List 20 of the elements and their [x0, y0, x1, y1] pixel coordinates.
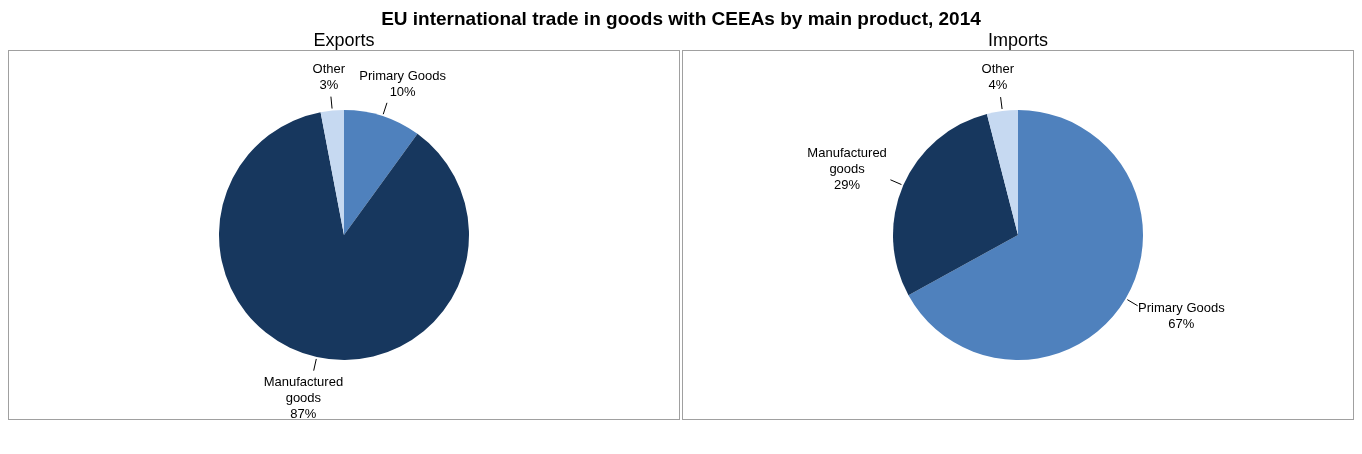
data-label: 29% — [834, 176, 861, 192]
chart-subtitle: Imports — [987, 30, 1049, 50]
pie-slice — [320, 110, 344, 235]
slice-label: Manufactured goods — [807, 144, 887, 176]
data-label: 4% — [988, 77, 1008, 93]
pie-slice — [344, 110, 418, 235]
slice-label: Other — [981, 61, 1015, 77]
data-label: 3% — [319, 76, 339, 92]
data-label: 87% — [290, 405, 317, 421]
slice-label: Primary Goods — [1138, 299, 1226, 315]
chart-subtitle: Exports — [312, 30, 376, 50]
pie-slice — [986, 110, 1018, 235]
slice-label: Other — [312, 60, 346, 76]
text: EU international trade in goods with CEEAs by main product, 2014 — [380, 8, 982, 30]
data-label: 67% — [1168, 315, 1195, 331]
pie-slice — [219, 112, 469, 360]
slice-label: Manufactured goods — [263, 373, 344, 405]
data-label: 10% — [389, 83, 417, 99]
pie-slice — [893, 113, 1018, 296]
slice-label: Primary Goods — [359, 67, 447, 83]
